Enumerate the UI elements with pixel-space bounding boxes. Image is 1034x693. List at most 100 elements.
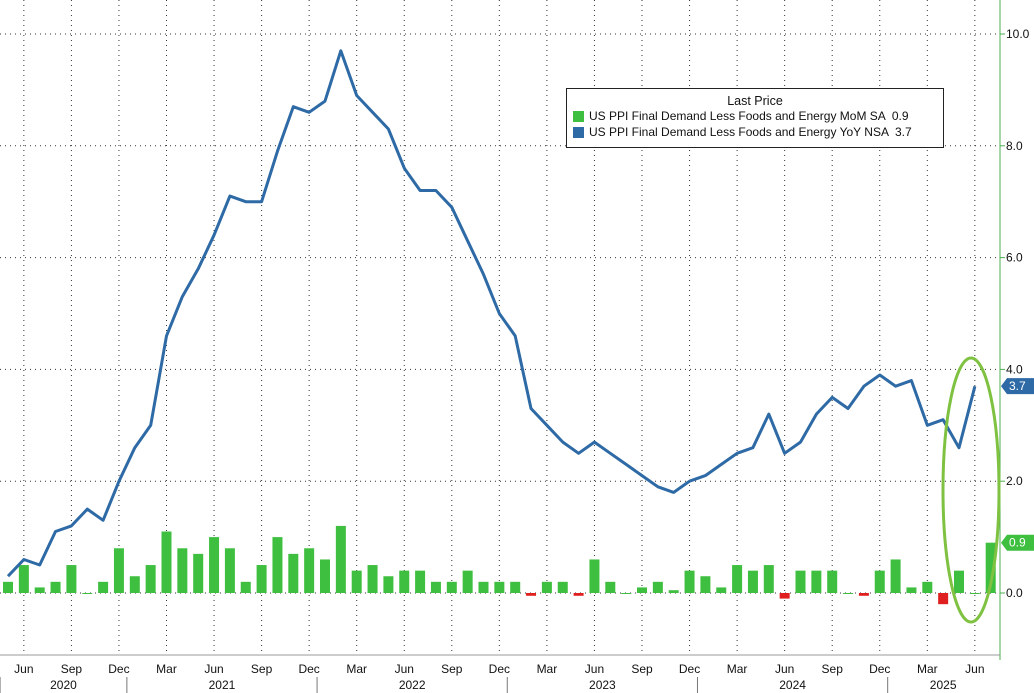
mom-bar (113, 548, 124, 593)
mom-bar (922, 581, 933, 593)
mom-bar (732, 565, 743, 593)
legend-label-mom: US PPI Final Demand Less Foods and Energ… (589, 109, 886, 123)
mom-bar (811, 570, 822, 593)
mom-bar (256, 565, 267, 593)
mom-bar (573, 593, 584, 596)
mom-bar (827, 570, 838, 593)
last-value-markers: 3.7 0.9 (1001, 378, 1034, 551)
mom-bar (66, 565, 77, 593)
mom-bar (161, 531, 172, 593)
mom-bar (351, 570, 362, 593)
mom-bar (700, 576, 711, 593)
x-tick-label: Jun (965, 662, 984, 676)
legend-item-mom: US PPI Final Demand Less Foods and Energ… (573, 108, 943, 124)
mom-bar (652, 581, 663, 593)
x-tick-label: Mar (727, 662, 748, 676)
mom-bar (684, 570, 695, 593)
x-tick-label: Dec (679, 662, 700, 676)
mom-bar (240, 581, 251, 593)
mom-last-value-tag (1001, 534, 1034, 551)
year-label: 2023 (589, 678, 616, 692)
y-tick-label: 8.0 (1006, 139, 1023, 153)
mom-bar (858, 593, 869, 596)
x-tick-label: Dec (489, 662, 510, 676)
x-tick-label: Dec (298, 662, 319, 676)
mom-bar (446, 581, 457, 593)
x-axis: Jun Sep Dec Mar Jun Sep Dec Mar Jun Sep Dec Mar Jun S… (0, 654, 1000, 693)
mom-bar (18, 565, 29, 593)
mom-bar (3, 581, 13, 593)
x-tick-label: Jun (775, 662, 794, 676)
year-label: 2025 (930, 678, 957, 692)
y-tick-label: 2.0 (1006, 474, 1023, 488)
y-tick-label: 6.0 (1006, 251, 1023, 265)
mom-bar (272, 537, 283, 593)
mom-bar (557, 581, 568, 593)
x-tick-label: Sep (631, 662, 653, 676)
mom-bar (874, 570, 885, 593)
x-tick-label: Dec (108, 662, 129, 676)
x-tick-label: Sep (822, 662, 844, 676)
mom-bar (621, 593, 632, 594)
x-tick-label: Mar (537, 662, 558, 676)
mom-bar (399, 570, 410, 593)
yoy-line (6, 49, 977, 578)
legend-swatch-yoy (573, 126, 584, 138)
x-tick-label: Jun (204, 662, 223, 676)
legend-value-mom: 0.9 (891, 109, 909, 123)
mom-bar (954, 570, 964, 593)
y-tick-label: 4.0 (1006, 362, 1023, 376)
mom-bar (478, 581, 489, 593)
y-tick-label: 0.0 (1006, 586, 1023, 600)
legend-title: Last Price (727, 94, 783, 108)
mom-bar (843, 593, 854, 594)
mom-bar (510, 581, 521, 593)
mom-bar (320, 559, 330, 593)
mom-bar (383, 576, 394, 593)
x-tick-label: Mar (156, 662, 177, 676)
mom-bar (288, 553, 299, 593)
mom-bar (906, 587, 917, 593)
x-tick-label: Jun (395, 662, 414, 676)
legend: Last Price US PPI Final Demand Less Food… (566, 88, 944, 148)
year-label: 2021 (209, 678, 236, 692)
mom-bar (605, 581, 616, 593)
legend-label-yoy: US PPI Final Demand Less Foods and Energ… (589, 125, 889, 139)
mom-bar (637, 587, 647, 593)
legend-value-yoy: 3.7 (894, 125, 912, 139)
year-label: 2020 (50, 678, 77, 692)
mom-bar (589, 559, 600, 593)
mom-bar (145, 565, 156, 593)
mom-bar (224, 548, 235, 593)
highlight-ellipse (941, 356, 1001, 624)
mom-bar (668, 590, 679, 593)
mom-bar (209, 537, 220, 593)
mom-bar (779, 593, 790, 599)
mom-bar (82, 593, 93, 594)
mom-bar (890, 559, 901, 593)
mom-bar (969, 593, 980, 594)
mom-bar (541, 581, 552, 593)
x-tick-label: Jun (585, 662, 604, 676)
mom-bar (526, 593, 537, 596)
mom-bar (795, 570, 806, 593)
mom-bar (304, 548, 315, 593)
mom-bar (367, 565, 378, 593)
legend-swatch-mom (573, 110, 584, 122)
mom-bars (3, 525, 996, 605)
y-tick-label: 10.0 (1006, 27, 1030, 41)
mom-bar (716, 587, 727, 593)
mom-bar (462, 570, 473, 593)
mom-bar (430, 581, 441, 593)
yoy-last-value-tag (1001, 378, 1034, 395)
mom-bar (763, 565, 774, 593)
mom-bar (747, 570, 758, 593)
mom-last-value: 0.9 (1001, 534, 1034, 551)
x-tick-label: Sep (441, 662, 463, 676)
mom-bar (50, 581, 61, 593)
mom-bar (494, 581, 505, 593)
year-label: 2022 (399, 678, 426, 692)
mom-bar (177, 548, 188, 593)
mom-bar (129, 576, 140, 593)
